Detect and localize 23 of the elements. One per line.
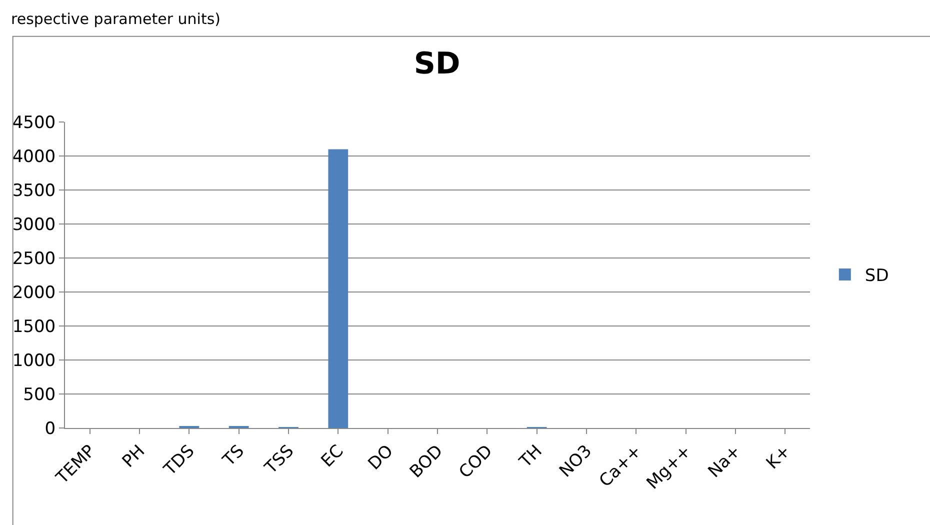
y-tick-label: 0 [44,418,56,439]
x-tick-label: TH [515,441,546,473]
bar [328,149,348,428]
y-tick-label: 3500 [12,180,56,201]
y-tick-label: 500 [23,384,56,405]
y-tick-label: 3000 [12,214,56,235]
x-tick-label: TSS [260,441,298,479]
y-tick-label: 2500 [12,248,56,269]
x-tick-label: PH [118,441,150,472]
chart-title: SD [414,46,460,82]
text: respective parameter units) [11,10,220,28]
x-tick-label: TDS [160,441,199,480]
y-tick-label: 1000 [12,350,56,371]
y-tick-label: 1500 [12,316,56,337]
x-tick-label: DO [364,441,398,474]
y-tick-label: 4500 [12,112,56,133]
x-tick-label: TS [218,441,248,472]
x-tick-label: Na+ [704,441,746,482]
x-tick-label: EC [318,441,348,472]
y-tick-label: 4000 [12,146,56,167]
y-tick-label: 2000 [12,282,56,303]
x-tick-label: K+ [762,441,795,474]
legend-label: SD [864,266,889,286]
